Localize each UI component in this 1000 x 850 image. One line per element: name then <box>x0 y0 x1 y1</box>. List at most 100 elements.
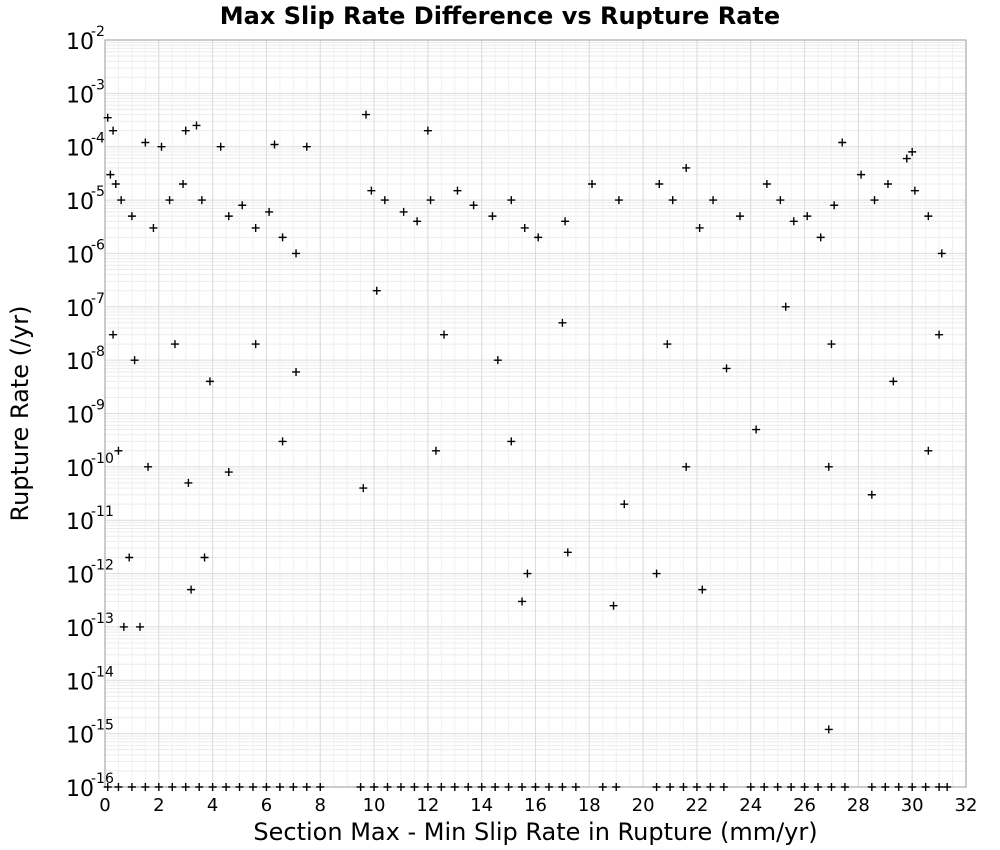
data-point-floor <box>168 783 177 791</box>
y-tick-label: 10-7 <box>66 291 105 322</box>
y-tick-label: 10-15 <box>66 718 114 749</box>
data-point <box>520 223 529 232</box>
x-tick-labels: 0 2 4 6 8 10 12 14 16 18 20 22 24 26 28 30 32 <box>99 795 977 816</box>
data-point <box>824 462 833 471</box>
data-point <box>937 249 946 258</box>
data-point <box>187 585 196 594</box>
data-point <box>762 180 771 189</box>
data-point <box>493 356 502 365</box>
data-point-floor <box>881 783 890 791</box>
y-tick-base: 10 <box>66 30 94 55</box>
y-tick-exponent: -7 <box>91 291 105 307</box>
y-tick-exponent: -11 <box>91 504 114 520</box>
data-point-floor <box>410 783 419 791</box>
point-layer <box>103 110 952 791</box>
data-point <box>709 196 718 205</box>
y-tick-labels: 10-1610-1510-1410-1310-1210-1110-1010-91… <box>66 24 114 802</box>
x-tick-label: 18 <box>578 795 601 816</box>
data-point <box>111 180 120 189</box>
data-point-floor <box>935 783 944 791</box>
data-point-floor <box>437 783 446 791</box>
data-point <box>682 163 691 172</box>
data-point <box>620 500 629 509</box>
data-point-floor <box>275 783 284 791</box>
y-tick-base: 10 <box>66 617 94 642</box>
x-tick-label: 14 <box>470 795 493 816</box>
data-point-floor <box>921 783 930 791</box>
data-point <box>453 186 462 195</box>
data-point-floor <box>787 783 796 791</box>
data-point <box>908 147 917 156</box>
data-point <box>192 121 201 130</box>
x-tick-label: 12 <box>416 795 439 816</box>
data-point-floor <box>558 783 567 791</box>
y-tick-base: 10 <box>66 670 94 695</box>
data-point <box>125 553 134 562</box>
y-tick-base: 10 <box>66 564 94 589</box>
data-point-floor <box>706 783 715 791</box>
data-point-floor <box>814 783 823 791</box>
data-point-floor <box>504 783 513 791</box>
data-point-floor <box>450 783 459 791</box>
data-point <box>426 196 435 205</box>
data-point <box>431 446 440 455</box>
x-tick-label: 0 <box>99 795 110 816</box>
data-point-floor <box>235 783 244 791</box>
data-point <box>251 223 260 232</box>
data-point <box>781 302 790 311</box>
data-point <box>149 223 158 232</box>
data-point <box>507 196 516 205</box>
y-tick-exponent: -4 <box>91 131 105 147</box>
data-point-floor <box>356 783 365 791</box>
data-point-floor <box>840 783 849 791</box>
y-tick-exponent: -12 <box>91 558 114 574</box>
y-tick-exponent: -8 <box>91 344 105 360</box>
data-point-floor <box>518 783 527 791</box>
x-tick-label: 4 <box>207 795 218 816</box>
data-point <box>561 217 570 226</box>
data-point-floor <box>491 783 500 791</box>
data-point-floor <box>423 783 432 791</box>
y-tick-exponent: -14 <box>91 664 114 680</box>
data-point <box>722 364 731 373</box>
data-point-floor <box>531 783 540 791</box>
x-tick-label: 32 <box>955 795 978 816</box>
data-point-floor <box>370 783 379 791</box>
data-point <box>655 180 664 189</box>
y-tick-exponent: -9 <box>91 398 105 414</box>
y-tick-base: 10 <box>66 137 94 162</box>
data-point <box>251 340 260 349</box>
y-tick-base: 10 <box>66 297 94 322</box>
data-point-floor <box>598 783 607 791</box>
y-tick-exponent: -10 <box>91 451 114 467</box>
data-point-floor <box>943 783 952 791</box>
data-point <box>507 437 516 446</box>
data-point <box>135 622 144 631</box>
data-point-floor <box>141 783 150 791</box>
data-point-floor <box>612 783 621 791</box>
y-tick-base: 10 <box>66 243 94 268</box>
data-point-floor <box>827 783 836 791</box>
data-point <box>380 196 389 205</box>
y-tick-label: 10-6 <box>66 237 105 268</box>
data-point-floor <box>652 783 661 791</box>
x-axis-label: Section Max - Min Slip Rate in Rupture (… <box>253 818 817 846</box>
data-point-floor <box>746 783 755 791</box>
data-point <box>265 207 274 216</box>
data-point-floor <box>154 783 163 791</box>
y-tick-label: 10-9 <box>66 398 105 429</box>
data-point <box>614 196 623 205</box>
data-point <box>179 180 188 189</box>
data-point <box>910 186 919 195</box>
data-point <box>827 340 836 349</box>
data-point-floor <box>544 783 553 791</box>
data-point-floor <box>666 783 675 791</box>
data-point <box>838 138 847 147</box>
data-point <box>224 212 233 221</box>
data-point <box>534 233 543 242</box>
y-tick-base: 10 <box>66 724 94 749</box>
data-point <box>789 217 798 226</box>
x-tick-label: 22 <box>685 795 708 816</box>
data-point <box>609 601 618 610</box>
